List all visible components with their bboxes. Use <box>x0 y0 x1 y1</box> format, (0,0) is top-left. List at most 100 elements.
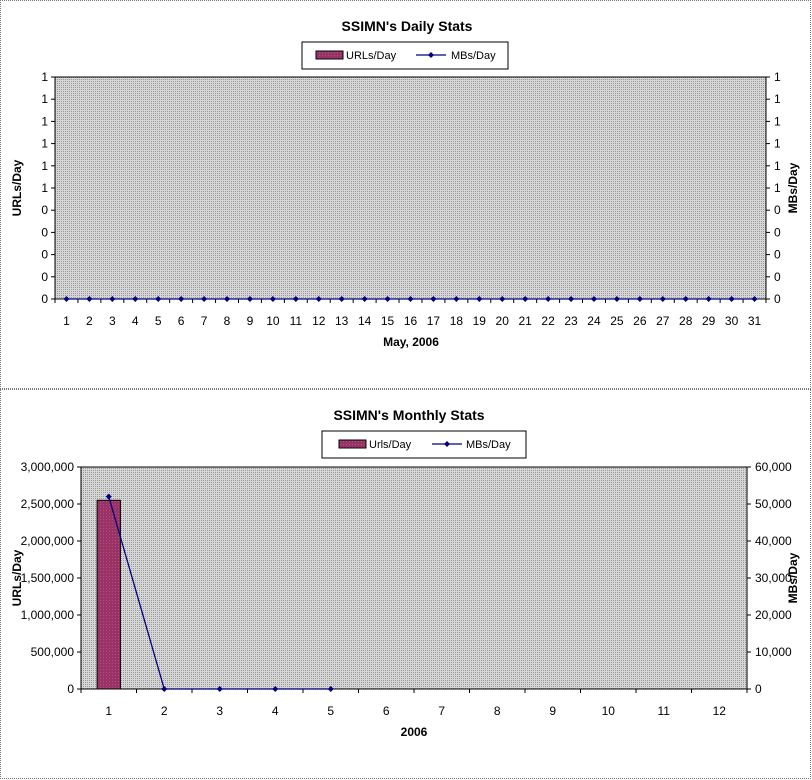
y-tick-label-left: 1 <box>41 92 48 106</box>
y-tick-label-right: 0 <box>774 225 781 239</box>
x-tick-label: 1 <box>105 704 112 718</box>
x-tick-label: 18 <box>450 314 464 328</box>
y-tick-label-right: 0 <box>774 270 781 284</box>
x-tick-label: 23 <box>564 314 578 328</box>
mbs-per-day-point <box>272 686 279 692</box>
mbs-per-day-point <box>453 296 460 302</box>
x-tick-label: 5 <box>155 314 162 328</box>
mbs-per-day-point <box>545 296 552 302</box>
y-axis-title-left: URLs/Day <box>10 549 24 606</box>
x-tick-label: 4 <box>272 704 279 718</box>
y-tick-label-right: 0 <box>774 292 781 306</box>
y-tick-label-left: 0 <box>41 270 48 284</box>
daily-stats-panel: SSIMN's Daily Stats URLs/Day MBs/Day 0 0 0… <box>0 0 811 389</box>
x-tick-label: 25 <box>610 314 624 328</box>
y-tick-label-right: 0 <box>774 248 781 262</box>
mbs-per-day-point <box>522 296 529 302</box>
mbs-per-day-point <box>659 296 666 302</box>
x-tick-label: 12 <box>713 704 727 718</box>
x-tick-label: 11 <box>290 314 303 328</box>
daily-stats-chart: SSIMN's Daily Stats URLs/Day MBs/Day 0 0 0… <box>10 18 800 349</box>
plot-area <box>54 76 767 300</box>
mbs-per-day-point <box>682 296 689 302</box>
x-tick-label: 15 <box>381 314 395 328</box>
x-tick-label: 17 <box>427 314 441 328</box>
x-tick-label: 29 <box>702 314 716 328</box>
y-axis-title-right: MBs/Day <box>786 162 800 213</box>
mbs-per-day-point <box>105 493 112 500</box>
y-tick-label-left: 500,000 <box>31 645 75 659</box>
x-axis-title: May, 2006 <box>383 335 439 349</box>
x-tick-label: 8 <box>224 314 231 328</box>
y-tick-label-left: 1,500,000 <box>21 571 75 585</box>
x-tick-label: 6 <box>383 704 390 718</box>
x-tick-label: 5 <box>327 704 334 718</box>
mbs-per-day-point <box>327 686 334 692</box>
mbs-per-day-point <box>132 296 139 302</box>
legend-marker-icon <box>428 52 434 58</box>
legend-label-urls: Urls/Day <box>369 439 412 451</box>
y-tick-label-left: 3,000,000 <box>21 460 75 474</box>
x-tick-label: 31 <box>748 314 762 328</box>
mbs-per-day-point <box>224 296 231 302</box>
mbs-per-day-point <box>476 296 483 302</box>
x-tick-label: 30 <box>725 314 739 328</box>
y-tick-label-right: 60,000 <box>755 460 792 474</box>
y-tick-label-left: 2,500,000 <box>21 497 75 511</box>
mbs-per-day-point <box>315 296 322 302</box>
mbs-per-day-point <box>568 296 575 302</box>
monthly-stats-panel: SSIMN's Monthly Stats Urls/Day MBs/Day 0… <box>0 389 811 779</box>
x-tick-label: 11 <box>658 704 671 718</box>
y-tick-label-right: 0 <box>774 203 781 217</box>
mbs-per-day-point <box>361 296 368 302</box>
mbs-per-day-point <box>178 296 185 302</box>
y-tick-label-left: 1 <box>41 137 48 151</box>
mbs-per-day-point <box>201 296 208 302</box>
y-tick-label-right: 1 <box>774 114 781 128</box>
y-tick-label-left: 1 <box>41 181 48 195</box>
mbs-per-day-point <box>292 296 299 302</box>
monthly-stats-chart: SSIMN's Monthly Stats Urls/Day MBs/Day 0… <box>10 407 800 739</box>
mbs-per-day-point <box>63 296 70 302</box>
x-tick-label: 4 <box>132 314 139 328</box>
y-tick-label-left: 0 <box>41 248 48 262</box>
legend: Urls/Day MBs/Day <box>321 430 527 459</box>
y-tick-label-right: 0 <box>755 682 762 696</box>
legend-label-mbs: MBs/Day <box>466 439 511 451</box>
mbs-per-day-point <box>407 296 414 302</box>
y-tick-label-right: 1 <box>774 181 781 195</box>
x-tick-label: 7 <box>438 704 445 718</box>
y-tick-label-left: 1,000,000 <box>21 608 75 622</box>
legend-bar-swatch <box>338 439 367 449</box>
x-tick-label: 24 <box>587 314 601 328</box>
mbs-per-day-point <box>499 296 506 302</box>
mbs-per-day-point <box>216 686 223 692</box>
legend: URLs/Day MBs/Day <box>301 41 509 70</box>
y-tick-label-right: 20,000 <box>755 608 792 622</box>
x-tick-label: 10 <box>266 314 280 328</box>
mbs-per-day-point <box>338 296 345 302</box>
y-tick-label-left: 0 <box>41 203 48 217</box>
x-tick-label: 20 <box>496 314 510 328</box>
x-tick-label: 6 <box>178 314 185 328</box>
mbs-per-day-point <box>728 296 735 302</box>
x-tick-label: 9 <box>247 314 254 328</box>
x-tick-label: 13 <box>335 314 349 328</box>
y-axis-title-left: URLs/Day <box>10 159 24 216</box>
x-tick-label: 1 <box>63 314 70 328</box>
x-tick-label: 10 <box>602 704 616 718</box>
legend-marker-icon <box>444 441 450 447</box>
bar-urls-day-1 <box>96 499 121 690</box>
legend-bar-swatch <box>315 50 344 60</box>
x-tick-label: 3 <box>216 704 223 718</box>
x-axis-title: 2006 <box>401 725 428 739</box>
x-tick-label: 9 <box>549 704 556 718</box>
legend-label-mbs: MBs/Day <box>451 50 496 62</box>
plot-area <box>80 466 748 690</box>
mbs-per-day-point <box>269 296 276 302</box>
mbs-per-day-point <box>155 296 162 302</box>
daily-data-layer: 0 00 00 00 00 01 11 11 11 11 11 11 2 3 4 5 6 7 8 9 10 11 12 13 1… <box>41 70 781 328</box>
legend-label-urls: URLs/Day <box>346 50 397 62</box>
y-tick-label-right: 1 <box>774 70 781 84</box>
y-tick-label-right: 50,000 <box>755 497 792 511</box>
